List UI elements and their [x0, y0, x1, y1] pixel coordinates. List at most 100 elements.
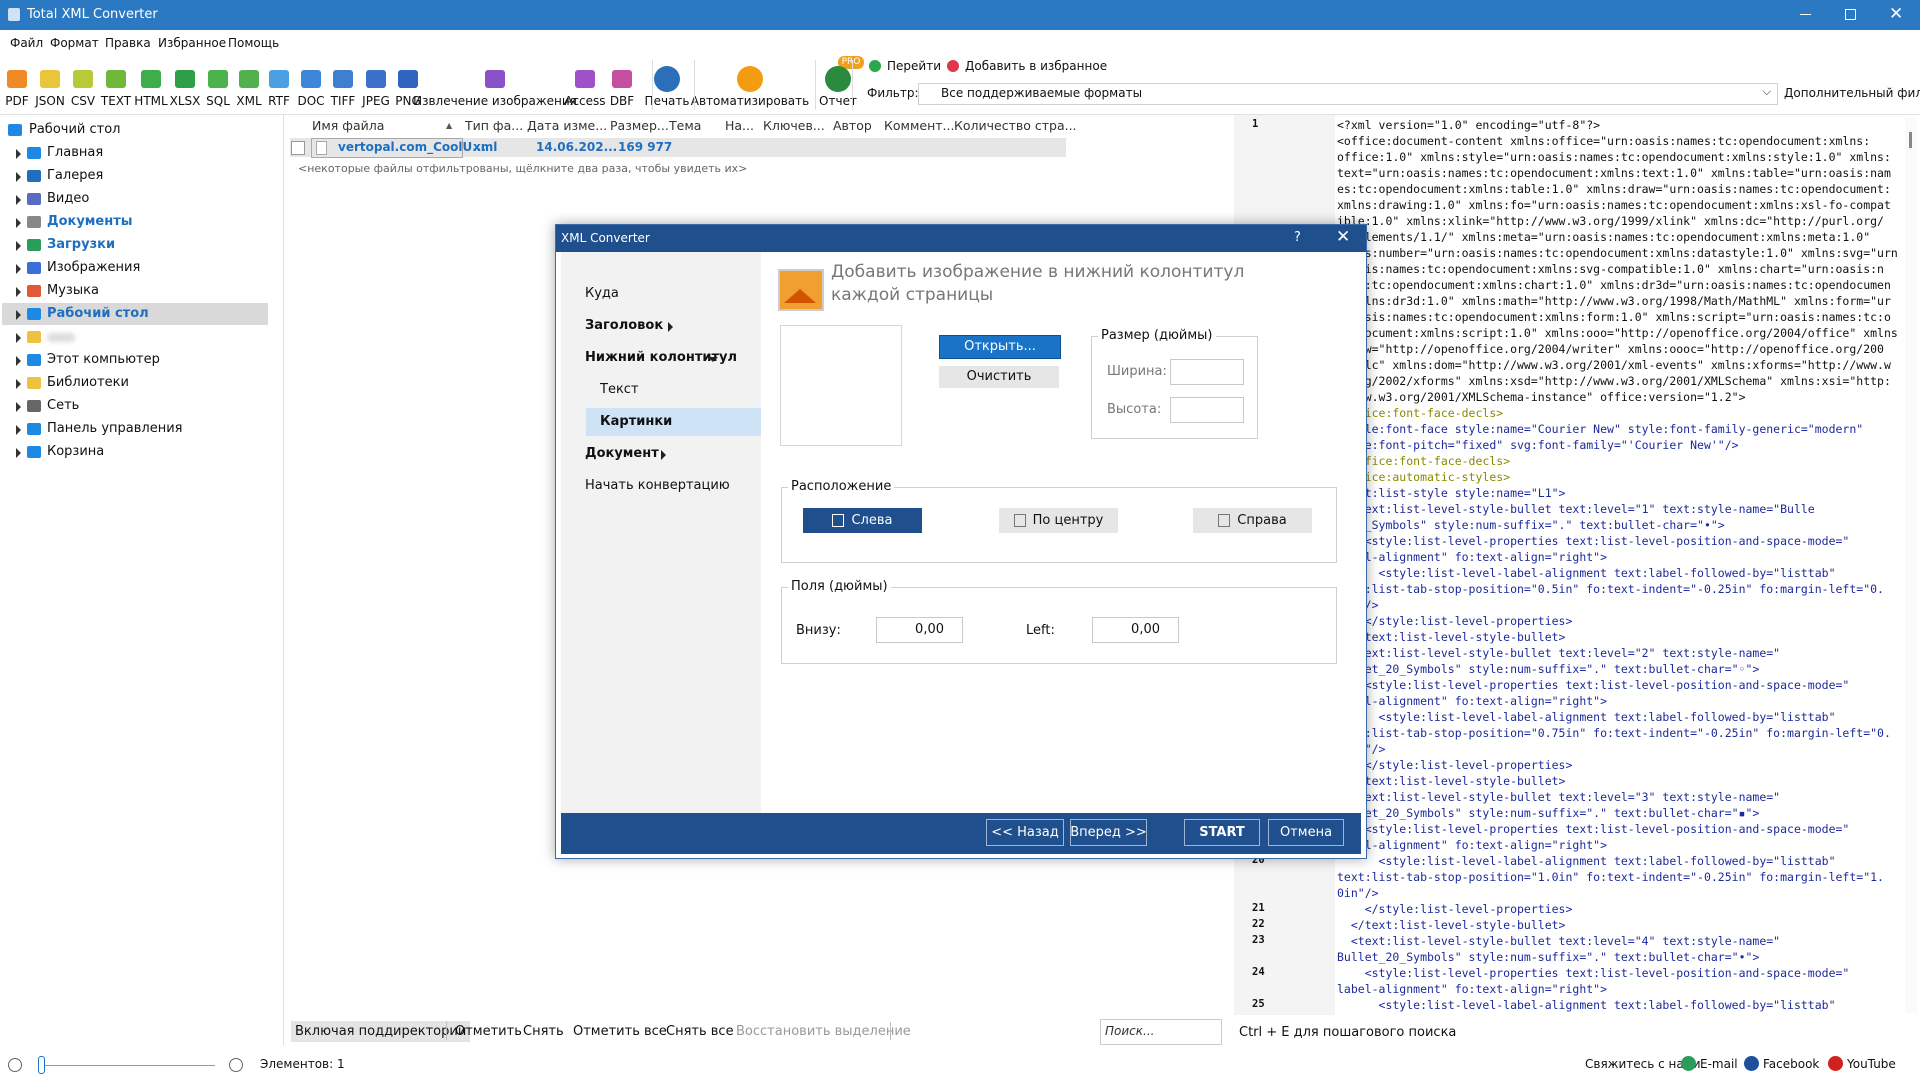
dialog-button[interactable]: START	[1184, 819, 1260, 846]
zoom-out[interactable]	[8, 1058, 22, 1072]
tree-item[interactable]: Главная	[47, 145, 104, 160]
menu-item[interactable]: Правка	[105, 36, 151, 50]
tree-item[interactable]: Рабочий стол	[29, 122, 121, 137]
menu-item[interactable]: Формат	[50, 36, 99, 50]
position-button[interactable]: Слева	[803, 508, 922, 533]
toolbar-button[interactable]: XLSX	[169, 94, 201, 108]
tree-expander[interactable]	[16, 241, 21, 251]
position-button[interactable]: Справа	[1193, 508, 1312, 533]
row-selection[interactable]	[290, 138, 1066, 157]
maximize-button[interactable]	[1845, 9, 1856, 20]
toolbar-button[interactable]: Печать	[644, 94, 690, 108]
tree-item[interactable]: Этот компьютер	[47, 352, 160, 367]
bottom-input[interactable]: 0,00	[876, 617, 963, 643]
toolbar-button[interactable]: DBF	[609, 94, 635, 108]
tree-expander[interactable]	[16, 218, 21, 228]
toolbar-button[interactable]: TIFF	[330, 94, 356, 108]
tree-expander[interactable]	[16, 333, 21, 343]
social-link[interactable]: E-mail	[1700, 1057, 1738, 1071]
column-header[interactable]: Имя файла	[312, 118, 385, 133]
position-button[interactable]: По центру	[999, 508, 1118, 533]
scrollbar[interactable]	[1905, 118, 1917, 1013]
clear-button[interactable]: Очистить	[939, 366, 1059, 388]
favorite-button[interactable]: Добавить в избранное	[965, 59, 1108, 73]
filter-note[interactable]: <некоторые файлы отфильтрованы, щёлкните…	[298, 162, 748, 175]
toolbar-button[interactable]: CSV	[70, 94, 96, 108]
toolbar-button[interactable]: PNG	[395, 94, 421, 108]
tree-expander[interactable]	[16, 425, 21, 435]
tree-expander[interactable]	[16, 195, 21, 205]
close-button[interactable]: ✕	[1889, 4, 1904, 24]
column-header[interactable]: На...	[725, 118, 754, 133]
help-button[interactable]: ?	[1294, 230, 1301, 245]
tree-expander[interactable]	[16, 287, 21, 297]
tree-item[interactable]: Корзина	[47, 444, 105, 459]
toolbar-button[interactable]: RTF	[268, 94, 290, 108]
search-box[interactable]: Поиск...	[1100, 1019, 1222, 1045]
nav-item[interactable]: Нижний колонтитул	[585, 350, 738, 365]
zoom-thumb[interactable]	[38, 1056, 45, 1074]
toolbar-button[interactable]: XML	[236, 94, 262, 108]
bottom-button[interactable]: Снять все	[666, 1024, 734, 1039]
tree-item[interactable]: Панель управления	[47, 421, 183, 436]
nav-item[interactable]: Картинки	[600, 414, 673, 429]
tree-expander[interactable]	[16, 310, 21, 320]
tree-item[interactable]: Галерея	[47, 168, 104, 183]
toolbar-button[interactable]: JSON	[35, 94, 65, 108]
toolbar-button[interactable]: Автоматизировать	[690, 94, 810, 108]
bottom-button[interactable]: Отметить	[455, 1024, 522, 1039]
column-header[interactable]: Автор	[833, 118, 872, 133]
dialog-button[interactable]: Отмена	[1268, 819, 1344, 846]
column-header[interactable]: Коммент...	[884, 118, 955, 133]
dialog-button[interactable]: Вперед >>	[1070, 819, 1147, 846]
tree-expander[interactable]	[16, 149, 21, 159]
menu-item[interactable]: Помощь	[228, 36, 280, 50]
goto-button[interactable]: Перейти	[887, 59, 941, 73]
toolbar-button[interactable]: HTML	[134, 94, 168, 108]
dialog-close[interactable]: ✕	[1336, 227, 1351, 247]
open-button[interactable]: Открыть...	[939, 335, 1061, 359]
left-input[interactable]: 0,00	[1092, 617, 1179, 643]
nav-item[interactable]: Куда	[585, 286, 619, 301]
dialog-button[interactable]: << Назад	[986, 819, 1064, 846]
column-header[interactable]: Размер...	[610, 118, 669, 133]
bottom-button[interactable]: Снять	[523, 1024, 564, 1039]
tree-expander[interactable]	[16, 264, 21, 274]
filter-dropdown[interactable]: Все поддерживаемые форматы ⌵	[918, 83, 1778, 105]
tree-expander[interactable]	[16, 356, 21, 366]
nav-item[interactable]: Начать конвертацию	[585, 478, 730, 493]
toolbar-button[interactable]: JPEG	[362, 94, 390, 108]
tree-expander[interactable]	[16, 172, 21, 182]
toolbar-button[interactable]: DOC	[297, 94, 325, 108]
nav-item[interactable]: Документ	[585, 446, 659, 461]
tree-item[interactable]: Рабочий стол	[47, 306, 149, 321]
height-input[interactable]	[1170, 397, 1244, 423]
tree-expander[interactable]	[16, 448, 21, 458]
column-header[interactable]: Тема	[669, 118, 702, 133]
tree-item[interactable]: Музыка	[47, 283, 99, 298]
nav-item[interactable]: Текст	[600, 382, 639, 397]
extra-filter[interactable]: Дополнительный фильтр	[1784, 86, 1920, 100]
social-link[interactable]: Facebook	[1763, 1057, 1820, 1071]
zoom-in[interactable]	[229, 1058, 243, 1072]
zoom-slider[interactable]	[40, 1065, 215, 1066]
tree-item[interactable]: Сеть	[47, 398, 80, 413]
tree-expander[interactable]	[16, 379, 21, 389]
minimize-button[interactable]	[1800, 14, 1811, 15]
tree-item[interactable]: Видео	[47, 191, 90, 206]
column-header[interactable]: Количество стра...	[954, 118, 1077, 133]
toolbar-button[interactable]: Access	[564, 94, 606, 108]
social-link[interactable]: YouTube	[1847, 1057, 1896, 1071]
tree-expander[interactable]	[16, 402, 21, 412]
toolbar-button[interactable]: SQL	[206, 94, 230, 108]
bottom-button[interactable]: Восстановить выделение	[736, 1024, 911, 1039]
menu-item[interactable]: Избранное	[158, 36, 227, 50]
width-input[interactable]	[1170, 359, 1244, 385]
tree-item[interactable]: Библиотеки	[47, 375, 129, 390]
nav-item[interactable]: Заголовок	[585, 318, 664, 333]
menu-item[interactable]: Файл	[10, 36, 44, 50]
tree-item[interactable]: Изображения	[47, 260, 141, 275]
column-header[interactable]: Дата изме...	[527, 118, 608, 133]
bottom-button[interactable]: Отметить все	[573, 1024, 667, 1039]
bottom-button[interactable]: Включая поддиректории	[291, 1021, 471, 1042]
